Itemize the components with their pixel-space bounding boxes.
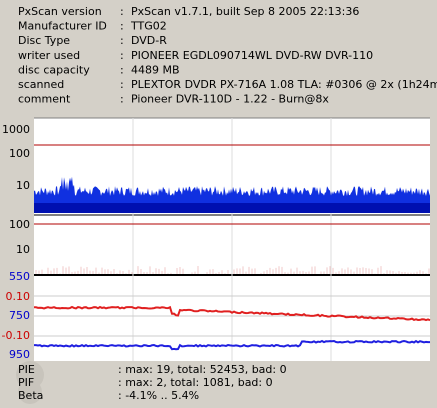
beta-axis-label: 0.10 bbox=[6, 290, 31, 303]
pie-base bbox=[34, 203, 430, 213]
info-sep: : bbox=[120, 63, 124, 76]
stat-label: PIE bbox=[18, 363, 35, 376]
info-label: Manufacturer ID bbox=[18, 20, 107, 33]
beta-axis-label: 550 bbox=[9, 270, 30, 283]
info-value: 4489 MB bbox=[131, 63, 180, 76]
beta-axis-label: -0.10 bbox=[2, 329, 30, 342]
info-sep: : bbox=[120, 93, 124, 106]
info-value: Pioneer DVR-110D - 1.22 - Burn@8x bbox=[131, 93, 329, 106]
stat-value: : max: 19, total: 52453, bad: 0 bbox=[118, 363, 287, 376]
info-label: Disc Type bbox=[18, 34, 70, 47]
info-value: DVD-R bbox=[131, 34, 167, 47]
info-label: comment bbox=[18, 93, 71, 106]
beta-curve bbox=[33, 305, 431, 322]
jitter-curve bbox=[33, 339, 431, 351]
info-label: disc capacity bbox=[18, 63, 90, 76]
info-value: TTG02 bbox=[130, 20, 167, 33]
pif-axis-label: 10 bbox=[16, 243, 30, 256]
info-label: writer used bbox=[18, 49, 80, 62]
beta-axis-label: 750 bbox=[9, 309, 30, 322]
pif-axis-label: 100 bbox=[9, 218, 30, 231]
stat-value: : -4.1% .. 5.4% bbox=[118, 389, 199, 402]
info-value: PxScan v1.7.1, built Sep 8 2005 22:13:36 bbox=[131, 5, 359, 18]
info-label: PxScan version bbox=[18, 5, 102, 18]
pie-axis-label: 10 bbox=[16, 179, 30, 192]
info-value: PLEXTOR DVDR PX-716A 1.08 TLA: #0306 @ 2… bbox=[131, 78, 437, 91]
beta-axis-label: 950 bbox=[9, 348, 30, 361]
stat-label: PIF bbox=[18, 376, 34, 389]
stat-value: : max: 2, total: 1081, bad: 0 bbox=[118, 376, 273, 389]
info-sep: : bbox=[120, 49, 124, 62]
info-sep: : bbox=[120, 5, 124, 18]
info-value: PIONEER EGDL090714WL DVD-RW DVR-110 bbox=[131, 49, 373, 62]
info-sep: : bbox=[120, 78, 124, 91]
info-sep: : bbox=[120, 20, 124, 33]
pie-axis-label: 100 bbox=[9, 147, 30, 160]
icon bbox=[18, 380, 42, 404]
pie-axis-label: 1000 bbox=[2, 123, 30, 136]
content: PxScan version: PxScan v1.7.1, built Sep … bbox=[2, 5, 437, 404]
info-label: scanned bbox=[18, 78, 64, 91]
stat-label: Beta bbox=[18, 389, 43, 402]
icon bbox=[16, 361, 44, 389]
info-sep: : bbox=[120, 34, 124, 47]
